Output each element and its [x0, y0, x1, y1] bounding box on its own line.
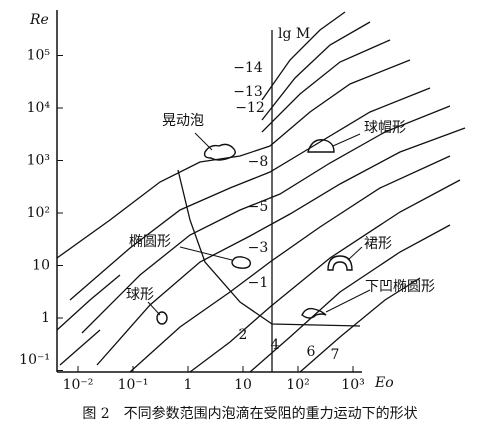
- leader: [332, 133, 361, 147]
- leader: [347, 246, 363, 261]
- x-axis-label: Eo: [374, 375, 394, 391]
- x-tick-label: 10⁻²: [63, 377, 94, 393]
- shape-icon: [327, 255, 353, 271]
- curve: [261, 11, 346, 101]
- lgM-label: 6: [307, 344, 316, 360]
- lgM-label: −1: [248, 275, 269, 291]
- x-tick-label: 10²: [286, 377, 309, 393]
- curve: [69, 87, 431, 301]
- region-label: 球形: [126, 287, 154, 303]
- y-tick-label: 1: [41, 310, 50, 326]
- y-tick-label: 10²: [27, 205, 50, 221]
- leader: [194, 132, 213, 151]
- y-tick-label: 10: [32, 258, 50, 274]
- y-tick-label: 10³: [27, 153, 50, 169]
- lgM-title: lg M: [278, 26, 310, 42]
- curve: [129, 155, 451, 373]
- x-tick-label: 10: [234, 377, 252, 393]
- lgM-label: 2: [239, 327, 248, 343]
- curve: [96, 127, 466, 366]
- y-axis-label: Re: [29, 12, 49, 28]
- shape-icon: [307, 139, 335, 153]
- shape-icon: [231, 256, 252, 269]
- shape-icon: [156, 311, 168, 325]
- region-label: 下凹椭圆形: [365, 279, 435, 295]
- x-tick-label: 10⁻¹: [118, 377, 149, 393]
- lgM-label: 4: [271, 337, 280, 353]
- shape-icon: [203, 143, 236, 161]
- y-tick-label: 10⁴: [27, 100, 51, 116]
- lgM-label: −5: [248, 199, 269, 215]
- curves: [56, 11, 466, 373]
- y-tick-label: 10⁻¹: [19, 352, 50, 368]
- curve: [299, 277, 421, 373]
- curve: [249, 224, 451, 373]
- region-label: 裙形: [364, 236, 392, 252]
- region-label: 椭圆形: [129, 234, 171, 250]
- region-label: 晃动泡: [162, 113, 204, 129]
- lgM-label: −3: [248, 240, 269, 256]
- curve: [56, 274, 121, 331]
- lgM-label: −14: [233, 60, 263, 76]
- lgM-label: −8: [248, 154, 269, 170]
- curve: [59, 329, 101, 366]
- x-tick-label: 1: [184, 377, 193, 393]
- lgM-label: −13: [233, 84, 263, 100]
- curve: [261, 39, 391, 133]
- curve: [177, 169, 361, 327]
- curve: [261, 21, 371, 121]
- lgM-label: −12: [235, 100, 265, 116]
- y-tick-label: 10⁵: [27, 48, 51, 64]
- leader: [325, 289, 371, 313]
- shape-icon: [301, 307, 327, 319]
- lgM-label: 7: [331, 347, 340, 363]
- curve: [81, 105, 451, 334]
- leader: [147, 301, 161, 316]
- curve: [189, 179, 461, 373]
- region-label: 球帽形: [364, 120, 406, 136]
- curve: [56, 59, 411, 259]
- caption: 图 2 不同参数范围内泡滴在受阻的重力运动下的形状: [82, 405, 417, 422]
- leader: [179, 246, 233, 261]
- x-tick-label: 10³: [341, 377, 364, 393]
